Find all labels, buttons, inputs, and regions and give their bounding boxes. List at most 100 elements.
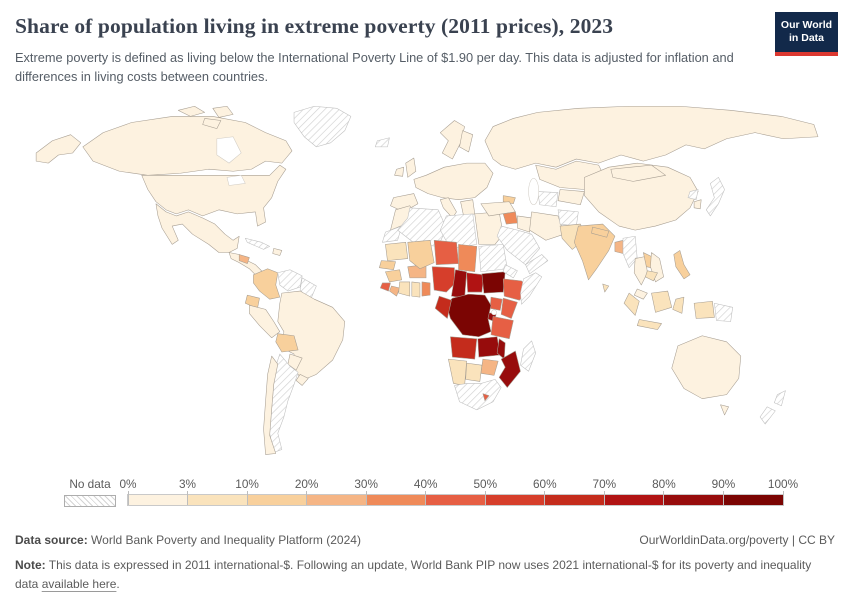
country-bolivia[interactable]: [275, 333, 299, 353]
country-uganda[interactable]: [489, 296, 503, 311]
country-malaysia[interactable]: [633, 288, 648, 300]
country-namibia[interactable]: [448, 358, 467, 386]
country-bangladesh[interactable]: [614, 240, 624, 254]
country-chad[interactable]: [458, 244, 478, 273]
legend-bin-0[interactable]: [128, 495, 188, 505]
country-finland[interactable]: [459, 130, 474, 153]
country-egypt[interactable]: [474, 211, 504, 245]
country-iraq[interactable]: [517, 215, 532, 233]
country-ghana[interactable]: [411, 281, 421, 298]
legend-bin-6[interactable]: [485, 495, 545, 505]
legend-bin-8[interactable]: [604, 495, 664, 505]
country-sri-lanka[interactable]: [602, 283, 610, 293]
country-central-asia[interactable]: [557, 189, 585, 206]
country-new-zealand-south[interactable]: [759, 406, 776, 425]
country-malawi[interactable]: [496, 338, 506, 360]
country-tasmania[interactable]: [720, 404, 729, 416]
owid-logo[interactable]: Our World in Data: [775, 12, 838, 56]
legend-bin-4[interactable]: [366, 495, 426, 505]
country-angola[interactable]: [450, 336, 478, 360]
country-mali[interactable]: [407, 240, 435, 270]
country-new-zealand-north[interactable]: [774, 390, 786, 407]
legend-bin-2[interactable]: [247, 495, 307, 505]
country-canadian-arctic[interactable]: [202, 118, 222, 129]
country-south-africa[interactable]: [454, 379, 502, 411]
country-turkmenistan[interactable]: [537, 191, 559, 208]
country-north-korea[interactable]: [687, 189, 699, 200]
country-sudan[interactable]: [478, 244, 508, 273]
country-uruguay[interactable]: [295, 374, 309, 386]
country-indonesia-sumatra[interactable]: [623, 292, 640, 316]
country-philippines[interactable]: [673, 250, 691, 280]
country-zimbabwe[interactable]: [480, 358, 499, 376]
country-nigeria[interactable]: [431, 266, 455, 293]
legend-no-data-swatch[interactable]: [64, 495, 116, 507]
country-thailand[interactable]: [633, 256, 648, 286]
country-italy[interactable]: [439, 197, 457, 219]
country-india[interactable]: [573, 223, 616, 281]
legend-bin-10[interactable]: [723, 495, 784, 505]
country-russia[interactable]: [484, 105, 819, 170]
country-western-sahara[interactable]: [382, 225, 402, 243]
country-china[interactable]: [584, 162, 699, 231]
country-colombia[interactable]: [253, 268, 281, 300]
country-madagascar[interactable]: [520, 340, 536, 372]
country-somalia[interactable]: [520, 272, 543, 305]
legend-bin-5[interactable]: [425, 495, 486, 505]
country-saudi-arabia[interactable]: [496, 225, 541, 265]
country-lesotho[interactable]: [482, 393, 490, 402]
country-afghanistan[interactable]: [557, 209, 579, 227]
country-ivory-coast[interactable]: [398, 281, 411, 297]
country-venezuela[interactable]: [277, 269, 303, 292]
country-south-sudan[interactable]: [481, 271, 506, 294]
country-canada[interactable]: [82, 116, 293, 176]
country-indonesia-sulawesi[interactable]: [672, 296, 685, 314]
country-niger[interactable]: [433, 240, 459, 265]
country-eritrea-djibouti[interactable]: [502, 264, 518, 279]
country-chile[interactable]: [263, 355, 279, 455]
country-dr-congo[interactable]: [446, 293, 492, 338]
country-kenya[interactable]: [500, 297, 518, 319]
country-yemen-oman[interactable]: [525, 254, 549, 275]
country-hispaniola[interactable]: [272, 248, 283, 256]
country-honduras[interactable]: [238, 254, 250, 264]
country-guinea[interactable]: [385, 269, 402, 283]
country-indonesia-west-papua[interactable]: [693, 300, 715, 319]
country-alaska[interactable]: [35, 134, 82, 164]
country-sierra-leone[interactable]: [380, 282, 391, 292]
country-canadian-arctic[interactable]: [212, 105, 234, 118]
country-liberia[interactable]: [389, 285, 400, 297]
country-indonesia-borneo[interactable]: [651, 290, 673, 313]
country-peru[interactable]: [249, 304, 281, 339]
country-tanzania[interactable]: [490, 316, 514, 340]
country-myanmar[interactable]: [622, 235, 638, 268]
country-united-kingdom[interactable]: [405, 157, 417, 178]
country-japan[interactable]: [705, 177, 725, 217]
country-togo-benin[interactable]: [421, 281, 431, 297]
country-nepal[interactable]: [591, 226, 610, 238]
country-balkans[interactable]: [460, 199, 476, 217]
country-senegal[interactable]: [379, 260, 396, 271]
country-iran[interactable]: [529, 211, 565, 241]
country-greenland[interactable]: [293, 105, 352, 148]
country-mauritania[interactable]: [385, 242, 409, 261]
legend-bin-3[interactable]: [306, 495, 367, 505]
country-ireland[interactable]: [394, 166, 404, 177]
country-cambodia[interactable]: [645, 270, 658, 282]
country-canadian-arctic[interactable]: [177, 105, 205, 117]
country-australia[interactable]: [671, 335, 742, 399]
country-united-states[interactable]: [141, 164, 287, 227]
legend-bin-9[interactable]: [663, 495, 724, 505]
country-paraguay[interactable]: [287, 353, 303, 371]
legend-bin-7[interactable]: [544, 495, 605, 505]
country-iceland[interactable]: [374, 137, 390, 148]
country-congo-gabon[interactable]: [434, 295, 452, 319]
country-scandinavia[interactable]: [439, 120, 465, 160]
country-syria[interactable]: [502, 211, 518, 225]
country-botswana[interactable]: [465, 362, 483, 382]
country-indonesia-java[interactable]: [636, 319, 662, 330]
country-mozambique[interactable]: [498, 350, 521, 388]
country-central-african-republic[interactable]: [466, 272, 485, 293]
country-mongolia[interactable]: [610, 164, 666, 182]
country-papua-new-guinea[interactable]: [714, 302, 733, 322]
